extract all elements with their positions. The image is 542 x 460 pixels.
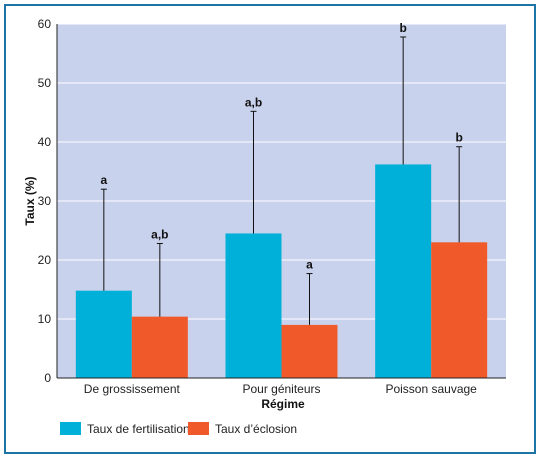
bar: [281, 324, 338, 378]
bar: [131, 316, 188, 378]
y-tick-label: 30: [38, 194, 52, 208]
y-tick-label: 60: [38, 17, 52, 31]
significance-label: a: [100, 173, 107, 187]
legend: Taux de fertilisation Taux d’éclosion: [60, 422, 297, 436]
bar: [375, 164, 432, 378]
legend-label: Taux de fertilisation: [87, 422, 190, 436]
y-tick-label: 20: [38, 253, 52, 267]
significance-label: a,b: [151, 227, 168, 241]
x-axis-title: Régime: [261, 397, 305, 411]
y-tick-label: 10: [38, 312, 52, 326]
legend-swatch: [188, 422, 209, 435]
y-tick-label: 40: [38, 135, 52, 149]
x-category-label: Poisson sauvage: [385, 382, 477, 396]
bar: [431, 242, 488, 378]
y-tick-label: 50: [38, 76, 52, 90]
significance-label: b: [399, 21, 406, 35]
x-category-label: De grossissement: [84, 382, 181, 396]
significance-label: a: [306, 258, 313, 272]
legend-swatch: [60, 422, 81, 435]
legend-label: Taux d’éclosion: [215, 422, 297, 436]
significance-label: a,b: [245, 95, 262, 109]
significance-label: b: [455, 131, 462, 145]
x-category-label: Pour géniteurs: [242, 382, 320, 396]
y-axis-title: Taux (%): [23, 176, 37, 225]
y-tick-label: 0: [44, 371, 51, 385]
bar: [75, 290, 132, 378]
bar: [225, 233, 282, 378]
